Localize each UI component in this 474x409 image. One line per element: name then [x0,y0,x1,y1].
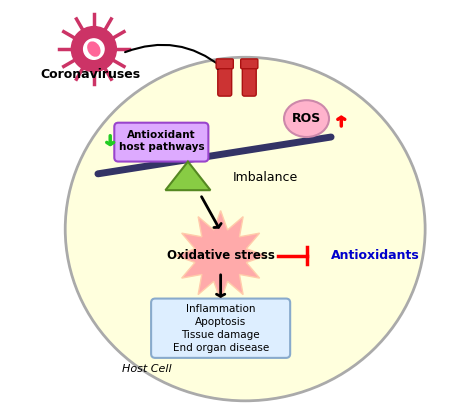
Text: Antioxidants: Antioxidants [331,249,420,262]
Text: Inflammation
Apoptosis
Tissue damage
End organ disease: Inflammation Apoptosis Tissue damage End… [173,303,269,353]
Ellipse shape [87,41,100,57]
Ellipse shape [65,57,425,401]
Circle shape [72,27,116,72]
FancyBboxPatch shape [241,59,258,69]
FancyBboxPatch shape [242,61,256,96]
Text: ROS: ROS [292,112,321,125]
Text: Host Cell: Host Cell [122,364,172,374]
Text: Antioxidant
host pathways: Antioxidant host pathways [118,130,204,152]
FancyBboxPatch shape [114,123,209,162]
Text: Oxidative stress: Oxidative stress [167,249,274,262]
FancyBboxPatch shape [218,61,232,96]
Text: Coronaviruses: Coronaviruses [41,68,141,81]
Ellipse shape [284,100,329,137]
Circle shape [83,39,104,59]
Polygon shape [165,162,210,190]
FancyBboxPatch shape [216,59,233,69]
FancyBboxPatch shape [151,299,290,358]
Text: Imbalance: Imbalance [233,171,298,184]
Polygon shape [176,211,265,301]
